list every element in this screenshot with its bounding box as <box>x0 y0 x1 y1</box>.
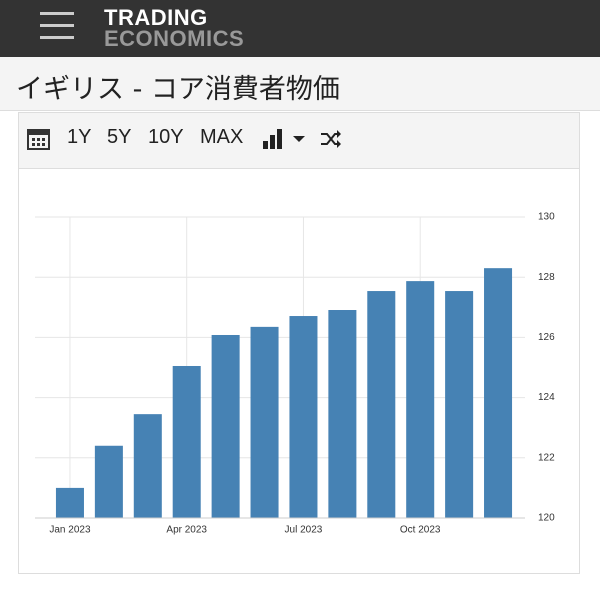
range-button[interactable]: 1Y <box>67 126 92 148</box>
bar <box>406 281 435 518</box>
bar <box>94 445 123 518</box>
bar <box>484 268 513 518</box>
range-button[interactable]: 5Y <box>107 126 132 148</box>
range-button[interactable]: 10Y <box>148 126 184 148</box>
y-tick-label: 124 <box>538 392 555 403</box>
bar <box>328 310 357 518</box>
x-tick-label: Jul 2023 <box>285 525 323 536</box>
title-bar: イギリス - コア消費者物価 <box>0 57 600 111</box>
x-tick-label: Apr 2023 <box>166 525 207 536</box>
range-button[interactable]: MAX <box>200 126 244 148</box>
logo-line[interactable]: TRADING <box>104 5 208 30</box>
bar <box>211 334 240 518</box>
bar <box>445 291 474 518</box>
bar <box>55 487 84 518</box>
bar <box>133 414 162 518</box>
chart-type-icons[interactable] <box>261 127 341 151</box>
y-tick-label: 120 <box>538 513 555 524</box>
calendar-icon[interactable] <box>27 127 51 151</box>
x-tick-label: Jan 2023 <box>49 525 91 536</box>
toolbar: 1Y 5Y 10Y MAX <box>19 113 579 169</box>
y-tick-label: 122 <box>538 452 555 463</box>
x-tick-label: Oct 2023 <box>400 525 441 536</box>
logo-line[interactable]: ECONOMICS <box>104 26 245 51</box>
chart-box: 1Y 5Y 10Y MAX <box>18 112 580 574</box>
bar <box>367 291 396 518</box>
y-tick-label: 130 <box>538 212 555 223</box>
y-tick-label: 126 <box>538 332 555 343</box>
menu-icon[interactable] <box>40 12 80 42</box>
y-tick-label: 128 <box>538 272 555 283</box>
bar <box>172 365 201 518</box>
bar <box>289 316 318 518</box>
top-bar: TRADING ECONOMICS <box>0 0 600 57</box>
page-title: イギリス - コア消費者物価 <box>16 74 340 105</box>
bar <box>250 326 279 518</box>
